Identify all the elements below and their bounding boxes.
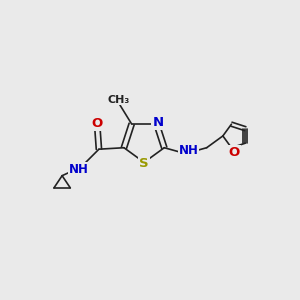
Text: S: S	[139, 157, 149, 170]
Text: CH₃: CH₃	[107, 94, 130, 105]
Text: NH: NH	[69, 163, 89, 176]
Text: O: O	[92, 117, 103, 130]
Text: NH: NH	[178, 144, 198, 157]
Text: O: O	[229, 146, 240, 159]
Text: N: N	[152, 116, 164, 129]
